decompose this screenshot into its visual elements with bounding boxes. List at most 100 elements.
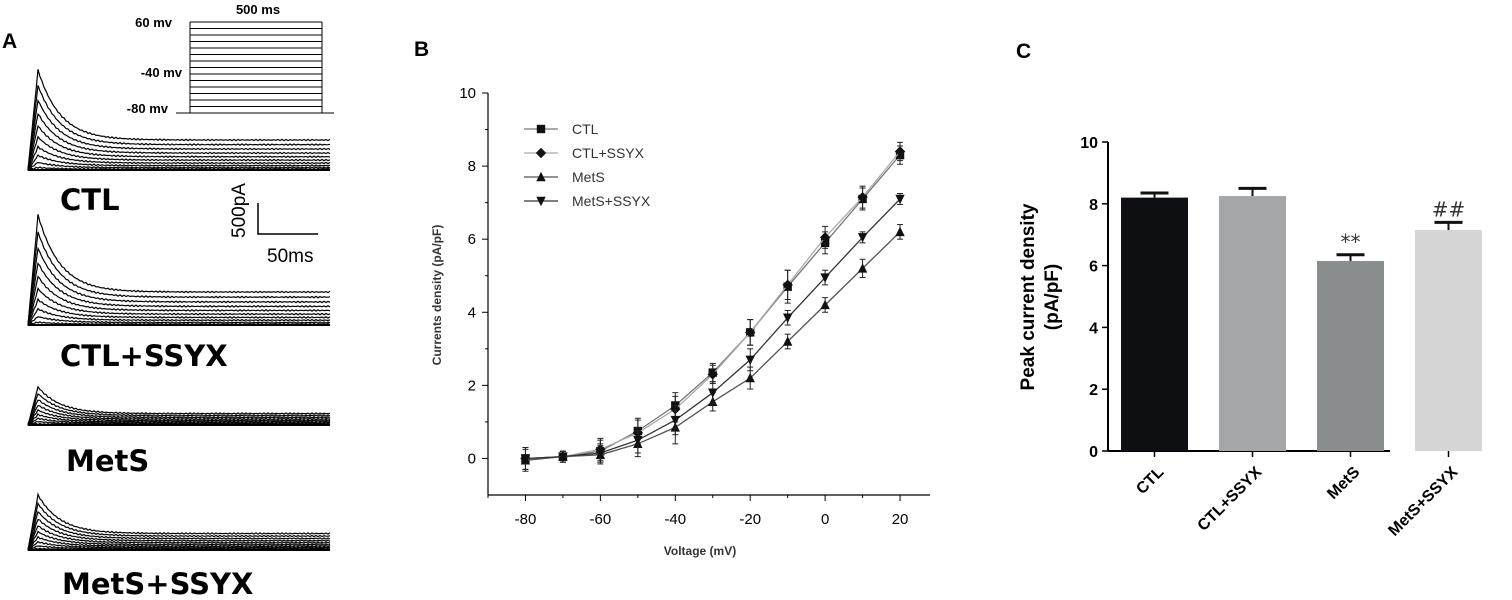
legend-label: MetS <box>572 169 605 185</box>
data-point <box>820 299 830 310</box>
current-trace-mets-ssyx <box>27 535 331 551</box>
current-trace-ctl <box>27 98 331 170</box>
trace-label-ctl: CTL <box>60 183 120 217</box>
iv-curve-chart: -80 -60 -40 -20 0 20 0 2 4 6 8 10 CTL CTL+SSYX MetS Me… <box>430 85 930 558</box>
data-point <box>895 194 905 205</box>
current-trace-mets-ssyx <box>27 501 331 550</box>
panel-c: C 0 2 4 6 8 10 CTL CTL+SSYX MetS ** MetS+SSYX ## P… <box>1016 40 1482 540</box>
current-trace-ctl <box>27 161 331 170</box>
data-point <box>745 355 755 365</box>
bar-category-label: MetS <box>1324 464 1363 503</box>
current-trace-ctl-ssyx <box>27 246 331 325</box>
legend-label: CTL <box>572 121 599 137</box>
iv-axes: -80 -60 -40 -20 0 20 0 2 4 6 8 10 <box>459 85 930 528</box>
data-point <box>670 415 680 426</box>
current-trace-ctl-ssyx <box>27 275 331 326</box>
current-trace-mets-ssyx <box>27 518 331 551</box>
scale-bar-time-label: 50ms <box>267 246 313 267</box>
current-trace-mets <box>27 412 331 426</box>
legend-item-ctl: CTL <box>524 121 599 137</box>
bar <box>1219 196 1286 451</box>
y-tick-label: 10 <box>459 85 476 102</box>
legend-marker <box>536 124 546 134</box>
bar-group-ctl: CTL <box>1121 191 1188 498</box>
legend-label: CTL+SSYX <box>572 145 645 161</box>
current-trace-mets <box>27 404 331 426</box>
y-tick-label: 0 <box>468 450 476 467</box>
bar-y-tick-label: 8 <box>1089 197 1098 214</box>
bar-group-mets-ssyx: MetS+SSYX ## <box>1385 197 1482 540</box>
series-line <box>525 198 901 460</box>
x-tick-label: 20 <box>892 511 909 528</box>
data-point <box>782 313 793 323</box>
data-point <box>895 226 905 237</box>
iv-series <box>520 141 906 472</box>
data-point <box>707 369 718 380</box>
iv-legend: CTL CTL+SSYX MetS MetS+SSYX <box>524 121 651 209</box>
bar-y-tick-label: 2 <box>1089 382 1098 399</box>
bar-y-axis-title-line1: Peak current density <box>1018 203 1039 390</box>
bar-category-label: MetS+SSYX <box>1385 464 1461 540</box>
current-trace-ctl <box>27 135 331 171</box>
trace-label-ctl-ssyx: CTL+SSYX <box>60 339 228 373</box>
data-point <box>520 454 531 464</box>
series-mets <box>520 224 905 472</box>
bar <box>1317 260 1384 451</box>
data-point <box>894 146 906 157</box>
bar <box>1121 197 1188 451</box>
current-trace-ctl-ssyx <box>27 316 331 325</box>
protocol-top-label: 60 mv <box>135 15 173 30</box>
significance-mark: ** <box>1341 230 1361 254</box>
data-point <box>595 448 606 459</box>
x-tick-label: -40 <box>664 511 686 528</box>
current-trace-mets <box>27 385 331 425</box>
data-point <box>745 372 755 383</box>
protocol-mid-label: -40 mv <box>141 65 183 80</box>
bar-y-tick-label: 10 <box>1080 135 1098 152</box>
series-ctl-ssyx <box>520 141 906 470</box>
current-trace-mets <box>27 393 331 425</box>
x-tick-label: -80 <box>515 511 537 528</box>
x-tick-label: 0 <box>821 511 829 528</box>
legend-item-ctl-ssyx: CTL+SSYX <box>524 145 645 161</box>
panel-c-letter: C <box>1016 40 1031 63</box>
current-trace-ctl <box>27 112 331 171</box>
current-trace-ctl <box>27 125 331 171</box>
current-trace-ctl <box>27 144 331 171</box>
bar-category-label: CTL <box>1133 464 1167 498</box>
current-trace-ctl-ssyx <box>27 287 331 326</box>
scale-bar-current-label: 500pA <box>229 183 250 238</box>
panel-b-letter: B <box>414 38 429 61</box>
series-mets-ssyx <box>520 193 905 470</box>
panel-a-letter: A <box>2 30 17 53</box>
x-tick-label: -20 <box>739 511 761 528</box>
legend-label: MetS+SSYX <box>572 193 651 209</box>
data-point <box>857 233 868 243</box>
trace-label-mets-ssyx: MetS+SSYX <box>62 567 253 600</box>
bar-y-tick-label: 0 <box>1089 444 1098 461</box>
current-trace-mets-ssyx <box>27 540 331 551</box>
data-point <box>819 232 831 243</box>
current-trace-mets-ssyx <box>27 525 331 551</box>
data-point <box>558 452 568 462</box>
series-line <box>525 231 901 461</box>
voltage-protocol: 60 mv -40 mv -80 mv 500 ms <box>127 2 334 116</box>
protocol-bottom-label: -80 mv <box>127 101 169 116</box>
current-trace-ctl-ssyx <box>27 307 331 325</box>
protocol-steps <box>176 21 334 114</box>
y-tick-label: 2 <box>468 377 476 394</box>
scale-bar: 500pA 50ms <box>229 183 318 267</box>
data-point <box>820 273 830 283</box>
significance-mark: ## <box>1432 197 1466 221</box>
y-tick-label: 4 <box>468 304 476 321</box>
bar-group-mets: MetS ** <box>1317 230 1384 503</box>
current-trace-mets-ssyx <box>27 545 331 551</box>
data-point <box>857 191 868 203</box>
y-tick-label: 8 <box>468 158 476 175</box>
current-trace-ctl-ssyx <box>27 231 331 325</box>
legend-marker <box>536 171 546 182</box>
x-tick-label: -60 <box>590 511 612 528</box>
trace-label-mets: MetS <box>66 444 149 478</box>
data-point <box>782 336 793 346</box>
